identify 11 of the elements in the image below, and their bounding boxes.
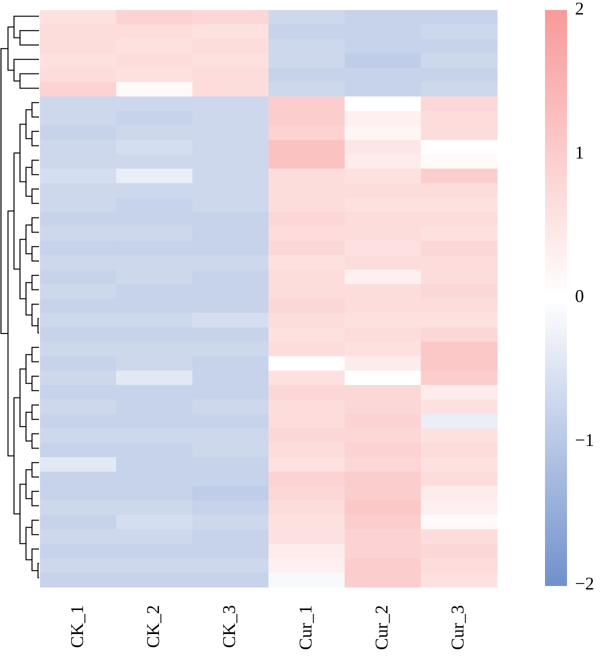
x-tick-label: Cur_1 bbox=[295, 605, 316, 650]
x-tick-label: Cur_2 bbox=[371, 605, 392, 650]
x-tick-label: CK_2 bbox=[142, 605, 163, 648]
color-bar-label: 1 bbox=[575, 142, 584, 162]
color-bar-label: −1 bbox=[575, 430, 594, 450]
x-tick-label: Cur_3 bbox=[448, 605, 468, 650]
x-tick-label: CK_1 bbox=[66, 605, 87, 648]
x-tick-label: CK_3 bbox=[219, 605, 240, 648]
color-bar-label: −2 bbox=[575, 574, 594, 594]
color-bar-label: 0 bbox=[575, 286, 584, 306]
color-bar-label: 2 bbox=[575, 0, 584, 19]
